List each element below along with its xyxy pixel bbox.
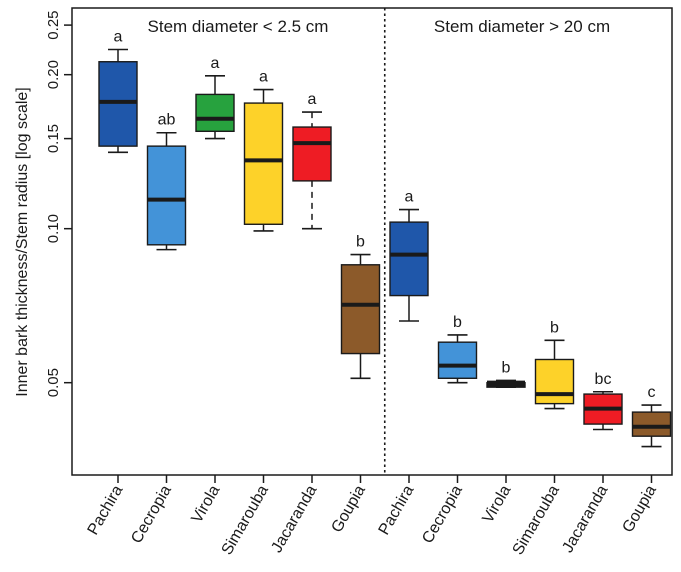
significance-letter-1: ab (158, 112, 176, 129)
x-tick-label-5: Goupia (328, 482, 369, 535)
x-tick-label-1: Cecropia (128, 482, 175, 546)
boxes (98, 48, 672, 448)
x-tick-label-9: Simarouba (510, 482, 563, 558)
box-1 (146, 131, 187, 251)
box-body-0 (98, 61, 138, 147)
box-body-9 (534, 358, 575, 405)
y-axis-label: Inner bark thickness/Stem radius [log sc… (14, 87, 31, 396)
box-2 (195, 74, 235, 140)
box-body-11 (631, 411, 672, 437)
box-3 (243, 88, 284, 232)
panel-label-right: Stem diameter > 20 cm (434, 17, 610, 36)
box-7 (437, 334, 478, 384)
x-tick-label-7: Cecropia (419, 482, 466, 546)
x-tick-label-0: Pachira (85, 482, 127, 538)
box-11 (631, 404, 672, 448)
box-body-5 (340, 264, 381, 355)
y-tick-label-3: 0.20 (45, 60, 62, 89)
x-tick-label-11: Goupia (619, 482, 660, 535)
box-9 (534, 339, 575, 410)
box-body-4 (292, 126, 332, 182)
box-body-1 (146, 145, 187, 246)
significance-letter-8: b (502, 359, 511, 376)
box-6 (389, 208, 429, 322)
box-5 (340, 253, 381, 380)
x-tick-label-4: Jacaranda (268, 482, 320, 555)
panel-label-left: Stem diameter < 2.5 cm (148, 17, 329, 36)
box-body-2 (195, 93, 235, 133)
y-tick-label-1: 0.10 (45, 214, 62, 243)
significance-letter-7: b (453, 314, 462, 331)
box-body-7 (437, 341, 478, 379)
y-tick-label-0: 0.05 (45, 368, 62, 397)
box-body-6 (389, 221, 429, 297)
box-8 (486, 379, 526, 388)
significance-letter-5: b (356, 234, 365, 251)
significance-letter-4: a (308, 91, 317, 108)
significance-letter-9: b (550, 319, 559, 336)
significance-letter-11: c (648, 384, 656, 401)
y-tick-label-4: 0.25 (45, 10, 62, 39)
x-tick-label-10: Jacaranda (559, 482, 611, 555)
plot-border (71, 7, 673, 476)
x-tick-label-2: Virola (188, 482, 223, 526)
x-tick-label-8: Virola (479, 482, 514, 526)
box-body-3 (243, 102, 284, 225)
x-tick-label-3: Simarouba (219, 482, 272, 558)
significance-letter-2: a (211, 55, 220, 72)
significance-letter-10: bc (595, 371, 612, 388)
box-4 (292, 111, 332, 230)
significance-letter-6: a (405, 189, 414, 206)
y-tick-label-2: 0.15 (45, 124, 62, 153)
plot-frame: 0.05 0.10 0.15 0.20 0.25 (45, 7, 673, 483)
box-0 (98, 48, 138, 154)
x-tick-label-6: Pachira (376, 482, 418, 538)
significance-letter-0: a (114, 28, 123, 45)
box-10 (583, 390, 623, 431)
significance-letter-3: a (259, 69, 268, 86)
